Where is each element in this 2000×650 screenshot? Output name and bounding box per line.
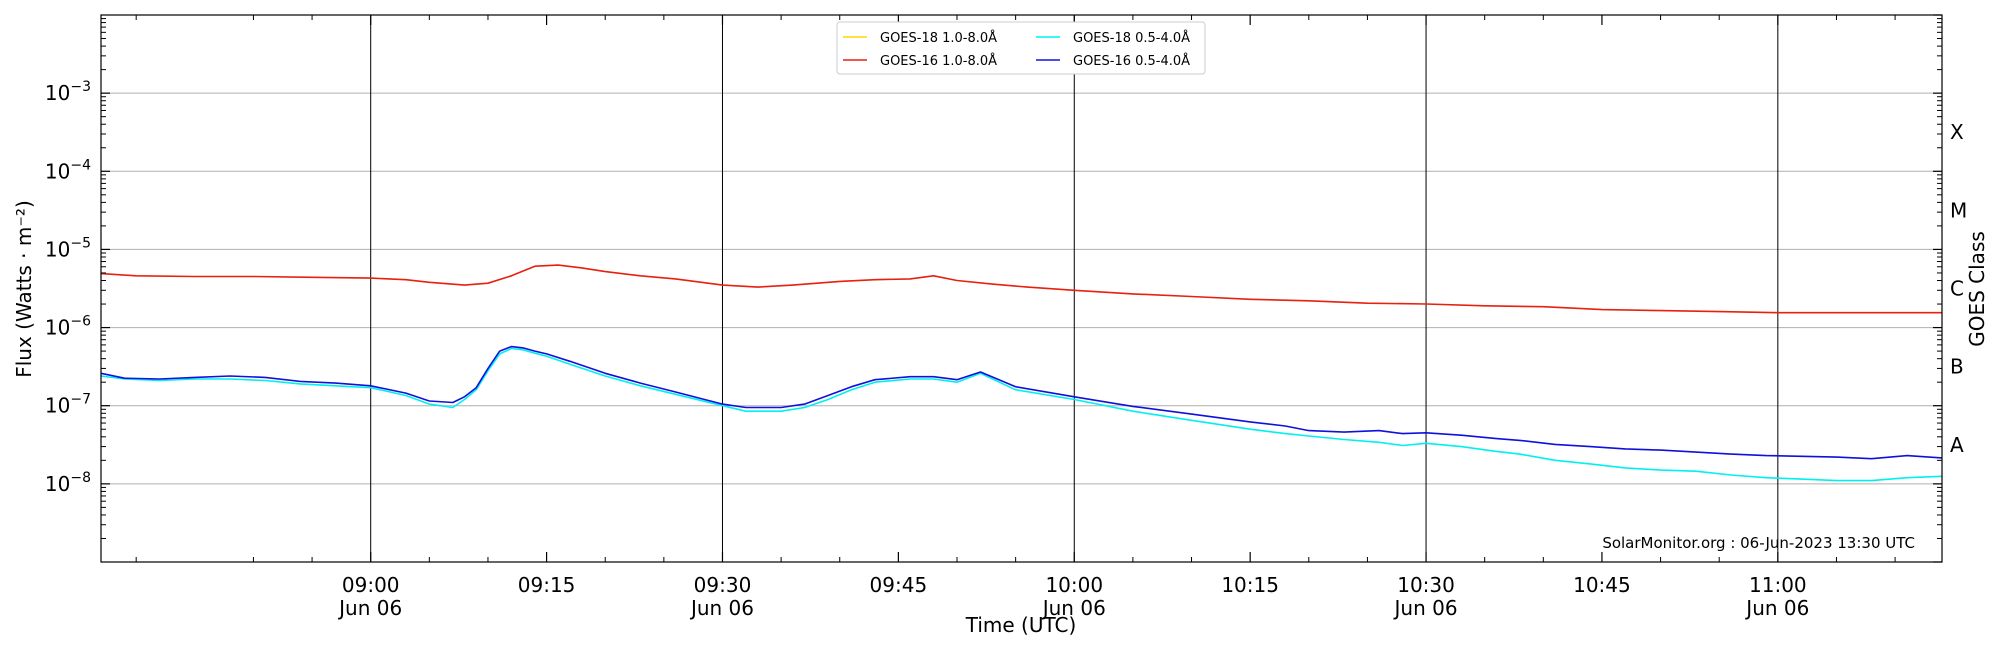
goes-class-label: X xyxy=(1950,120,1964,144)
goes-class-label: C xyxy=(1950,277,1964,301)
x-tick-label: 09:00 xyxy=(342,573,400,597)
x-tick-label: 10:15 xyxy=(1221,573,1279,597)
grid-lines xyxy=(101,15,1942,562)
legend-label-goes18-short: GOES-18 0.5-4.0Å xyxy=(1073,30,1190,46)
y-axis-title: Flux (Watts · m⁻²) xyxy=(12,200,36,378)
goes-class-label: B xyxy=(1950,355,1964,379)
x-tick-date-label: Jun 06 xyxy=(1744,596,1809,620)
x-tick-label: 10:00 xyxy=(1045,573,1103,597)
series-line-goes16-short xyxy=(100,345,1943,460)
y-tick-exponent: −6 xyxy=(70,314,91,330)
x-tick-label: 10:45 xyxy=(1573,573,1631,597)
right-axis-title: GOES Class xyxy=(1965,231,1989,347)
plot-frame xyxy=(100,14,1943,563)
y-tick-base: 10 xyxy=(45,237,70,261)
goes-class-label: A xyxy=(1950,433,1964,457)
goes-class-label: M xyxy=(1950,198,1967,222)
x-tick-date-label: Jun 06 xyxy=(337,596,402,620)
x-axis-title: Time (UTC) xyxy=(965,613,1077,637)
y-tick-exponent: −5 xyxy=(70,235,91,251)
y-tick-base: 10 xyxy=(45,316,70,340)
y-tick-exponent: −8 xyxy=(70,470,91,486)
x-tick-label: 09:15 xyxy=(518,573,576,597)
series-line-goes18-short xyxy=(100,347,1943,482)
legend-box xyxy=(836,21,1206,75)
y-tick-label: 10−6 xyxy=(45,314,91,340)
legend-label-goes16-short: GOES-16 0.5-4.0Å xyxy=(1073,53,1190,69)
y-tick-exponent: −7 xyxy=(70,392,91,408)
x-tick-label: 09:30 xyxy=(694,573,752,597)
source-annotation: SolarMonitor.org : 06-Jun-2023 13:30 UTC xyxy=(1602,534,1915,552)
x-tick-date-label: Jun 06 xyxy=(1393,596,1458,620)
y-tick-base: 10 xyxy=(45,159,70,183)
legend-label-goes16-long: GOES-16 1.0-8.0Å xyxy=(880,53,997,69)
x-tick-label: 11:00 xyxy=(1749,573,1807,597)
y-tick-exponent: −4 xyxy=(70,157,91,173)
x-tick-date-label: Jun 06 xyxy=(1041,596,1106,620)
y-tick-label: 10−7 xyxy=(45,392,91,418)
x-tick-label: 09:45 xyxy=(870,573,928,597)
y-tick-label: 10−4 xyxy=(45,157,91,183)
data-series xyxy=(100,264,1943,482)
y-tick-label: 10−3 xyxy=(45,79,91,105)
y-tick-exponent: −3 xyxy=(70,79,91,95)
y-tick-label: 10−8 xyxy=(45,470,91,496)
y-tick-base: 10 xyxy=(45,472,70,496)
y-tick-base: 10 xyxy=(45,81,70,105)
x-tick-date-label: Jun 06 xyxy=(689,596,754,620)
legend-label-goes18-long: GOES-18 1.0-8.0Å xyxy=(880,30,997,46)
series-line-goes16-long xyxy=(100,264,1942,314)
y-tick-base: 10 xyxy=(45,394,70,418)
legend: GOES-18 1.0-8.0Å GOES-16 1.0-8.0Å GOES-1… xyxy=(836,21,1206,75)
x-tick-label: 10:30 xyxy=(1397,573,1455,597)
y-tick-label: 10−5 xyxy=(45,235,91,261)
